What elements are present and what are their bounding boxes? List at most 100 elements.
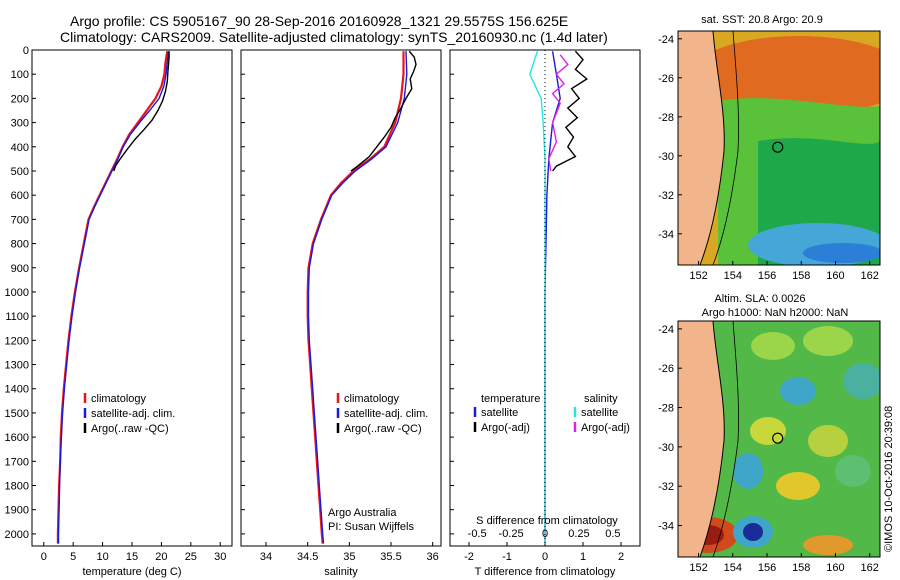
map-y-tick-label: -30 xyxy=(658,151,674,163)
top-tick-label: 0 xyxy=(542,528,548,540)
top-tick-label: -0.25 xyxy=(499,528,524,540)
map-x-tick-label: 152 xyxy=(689,562,707,574)
map-y-tick-label: -24 xyxy=(658,34,674,46)
series-argo-raw-qc- xyxy=(113,51,170,172)
depth-tick-label: 0 xyxy=(23,45,29,57)
series-satellite-adj-clim- xyxy=(57,51,170,544)
depth-tick-label: 1400 xyxy=(5,384,29,396)
map-x-tick-label: 158 xyxy=(792,270,810,282)
x-tick-label: 5 xyxy=(70,551,76,563)
sla-anomaly-6 xyxy=(733,453,763,489)
depth-tick-label: 1200 xyxy=(5,335,29,347)
sst-map-title: sat. SST: 20.8 Argo: 20.9 xyxy=(701,14,823,26)
legend-temp-heading: temperature xyxy=(481,393,540,405)
depth-tick-label: 1900 xyxy=(5,505,29,517)
map-x-tick-label: 156 xyxy=(758,562,776,574)
map-y-tick-label: -28 xyxy=(658,112,674,124)
depth-tick-label: 800 xyxy=(11,239,29,251)
map-x-tick-label: 162 xyxy=(861,270,879,282)
x-tick-label: 34 xyxy=(260,551,272,563)
x-tick-label: 2 xyxy=(618,551,624,563)
sla-map-title: Altim. SLA: 0.0026 xyxy=(714,293,805,305)
depth-tick-label: 1600 xyxy=(5,432,29,444)
x-tick-label: 34.5 xyxy=(297,551,318,563)
map-y-tick-label: -28 xyxy=(658,403,674,415)
series-salinity-satellite xyxy=(529,50,546,544)
isobath xyxy=(712,321,739,557)
temperature-xlabel: temperature (deg C) xyxy=(82,566,181,578)
salinity-frame xyxy=(240,49,442,547)
sla-anomaly-8 xyxy=(835,455,871,487)
map-x-tick-label: 154 xyxy=(724,270,742,282)
map-y-tick-label: -30 xyxy=(658,442,674,454)
depth-tick-label: 100 xyxy=(11,69,29,81)
x-tick-label: -2 xyxy=(464,551,474,563)
sla-anomaly-5 xyxy=(808,425,848,457)
legend-sal-item: Argo(-adj) xyxy=(581,422,630,434)
map-y-tick-label: -32 xyxy=(658,481,674,493)
sst-map-group xyxy=(677,30,881,266)
imos-credit: ©IMOS 10-Oct-2016 20:39:08 xyxy=(883,405,895,552)
profile-title: Argo profile: CS 5905167_90 28-Sep-2016 … xyxy=(70,13,569,29)
sla-anomaly-7 xyxy=(776,472,820,500)
map-x-tick-label: 160 xyxy=(826,270,844,282)
map-x-tick-label: 162 xyxy=(861,562,879,574)
legend-label-climatology: climatology xyxy=(344,393,400,405)
sst-warm-patch xyxy=(689,36,880,116)
x-tick-label: 36 xyxy=(427,551,439,563)
depth-tick-label: 200 xyxy=(11,93,29,105)
depth-tick-label: 1500 xyxy=(5,408,29,420)
sla-anomaly-12 xyxy=(743,523,763,541)
sst-map-frame xyxy=(677,30,881,266)
top-tick-label: 0.5 xyxy=(605,528,620,540)
sla-map-group xyxy=(677,320,881,558)
depth-tick-label: 1000 xyxy=(5,287,29,299)
legend-temp-item: Argo(-adj) xyxy=(481,422,530,434)
legend-temp-item: satellite xyxy=(481,407,518,419)
x-tick-label: 30 xyxy=(214,551,226,563)
x-tick-label: 35.5 xyxy=(380,551,401,563)
climatology-title: Climatology: CARS2009. Satellite-adjuste… xyxy=(60,29,608,45)
map-y-tick-label: -26 xyxy=(658,73,674,85)
map-y-tick-label: -34 xyxy=(658,521,674,533)
coastline xyxy=(699,321,725,557)
series-satellite-adj-clim- xyxy=(307,51,408,544)
top-tick-label: -0.5 xyxy=(468,528,487,540)
x-tick-label: 0 xyxy=(41,551,47,563)
sla-map-frame xyxy=(677,320,881,558)
depth-tick-label: 700 xyxy=(11,214,29,226)
legend-sal-item: satellite xyxy=(581,407,618,419)
series-argo-raw-qc- xyxy=(350,50,417,172)
argo-position-marker xyxy=(772,432,784,444)
map-x-tick-label: 154 xyxy=(724,562,742,574)
land-mass xyxy=(678,31,725,265)
sla-map-subtitle: Argo h1000: NaN h2000: NaN xyxy=(702,307,849,319)
legend-label-satellite: satellite-adj. clim. xyxy=(344,408,428,420)
sla-anomaly-13 xyxy=(803,535,853,555)
top-tick-label: 0.25 xyxy=(568,528,589,540)
legend-label-argo: Argo(..raw -QC) xyxy=(91,423,169,435)
depth-tick-label: 1800 xyxy=(5,481,29,493)
legend-label-argo: Argo(..raw -QC) xyxy=(344,423,422,435)
x-tick-label: -1 xyxy=(502,551,512,563)
depth-tick-label: 2000 xyxy=(5,529,29,541)
land-mass xyxy=(678,321,725,557)
sla-anomaly-1 xyxy=(803,326,853,356)
legend-label-satellite: satellite-adj. clim. xyxy=(91,408,175,420)
map-y-tick-label: -24 xyxy=(658,324,674,336)
x-tick-label: 10 xyxy=(96,551,108,563)
depth-tick-label: 500 xyxy=(11,166,29,178)
depth-tick-label: 600 xyxy=(11,190,29,202)
sla-anomaly-2 xyxy=(843,363,880,399)
sst-coldest-patch xyxy=(803,243,880,263)
coastline xyxy=(699,31,725,265)
depth-tick-label: 1700 xyxy=(5,456,29,468)
sla-map-content xyxy=(678,321,880,557)
sst-map-content xyxy=(678,31,880,265)
x-tick-label: 0 xyxy=(542,551,548,563)
map-x-tick-label: 158 xyxy=(792,562,810,574)
series-salinity-argo-adj- xyxy=(548,54,569,172)
map-y-tick-label: -26 xyxy=(658,363,674,375)
temperature-frame xyxy=(31,49,233,547)
